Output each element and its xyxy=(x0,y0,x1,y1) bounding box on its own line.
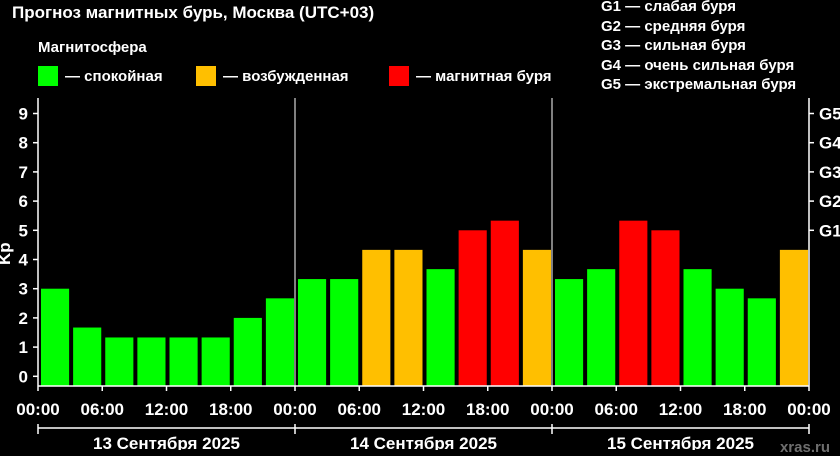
x-tick-label-7: 18:00 xyxy=(466,400,509,419)
legend-title: Магнитосфера xyxy=(38,39,147,56)
bar-9 xyxy=(330,279,359,386)
y-tick-label-2: 2 xyxy=(19,309,28,328)
x-tick-label-10: 12:00 xyxy=(659,400,702,419)
chart-title: Прогноз магнитных бурь, Москва (UTC+03) xyxy=(12,3,375,22)
right-tick-label-G5: G5 xyxy=(819,105,840,124)
y-tick-label-6: 6 xyxy=(19,192,28,211)
day-label-1: 14 Сентября 2025 xyxy=(350,434,497,450)
bar-0 xyxy=(41,288,70,386)
x-tick-label-3: 18:00 xyxy=(209,400,252,419)
storm-level-g5: G5 — экстремальная буря xyxy=(601,76,797,93)
bar-13 xyxy=(458,230,487,386)
day-label-0: 13 Сентября 2025 xyxy=(93,434,240,450)
legend-label-quiet: — спокойная xyxy=(65,67,163,85)
bar-10 xyxy=(362,249,391,386)
storm-level-g1: G1 — слабая буря xyxy=(601,0,737,15)
y-tick-label-5: 5 xyxy=(19,221,28,240)
storm-level-list: G1 — слабая буря G2 — средняя буря G3 — … xyxy=(601,0,796,95)
storm-level-g3: G3 — сильная буря xyxy=(601,37,746,54)
bar-20 xyxy=(683,269,712,386)
right-tick-label-G2: G2 xyxy=(819,192,840,211)
storm-level-g4: G4 — очень сильная буря xyxy=(601,56,795,74)
right-tick-label-G1: G1 xyxy=(819,221,840,240)
bar-23 xyxy=(779,249,808,386)
x-tick-label-12: 00:00 xyxy=(787,400,830,419)
x-tick-label-8: 00:00 xyxy=(530,400,573,419)
bar-1 xyxy=(73,327,102,386)
storm-level-g2: G2 — средняя буря xyxy=(601,17,746,35)
bar-15 xyxy=(522,249,551,386)
legend-swatch-quiet xyxy=(38,66,58,86)
y-tick-label-9: 9 xyxy=(19,105,28,124)
bar-14 xyxy=(490,220,519,386)
bar-7 xyxy=(265,298,294,386)
x-tick-label-6: 12:00 xyxy=(402,400,445,419)
bar-3 xyxy=(137,337,166,386)
legend-label-active: — возбужденная xyxy=(223,67,349,85)
right-tick-label-G4: G4 xyxy=(819,134,840,153)
bar-2 xyxy=(105,337,134,386)
x-tick-label-4: 00:00 xyxy=(273,400,316,419)
y-axis-label: Kp xyxy=(0,242,14,265)
watermark: xras.ru xyxy=(779,439,830,456)
x-tick-label-5: 06:00 xyxy=(338,400,381,419)
x-tick-label-0: 00:00 xyxy=(16,400,59,419)
bar-12 xyxy=(426,269,455,386)
x-tick-label-1: 06:00 xyxy=(81,400,124,419)
bar-18 xyxy=(619,220,648,386)
bar-6 xyxy=(233,317,262,386)
legend-item-quiet: — спокойная xyxy=(38,66,163,86)
x-tick-label-11: 18:00 xyxy=(723,400,766,419)
day-label-2: 15 Сентября 2025 xyxy=(607,434,754,450)
bar-17 xyxy=(587,269,616,386)
y-tick-label-3: 3 xyxy=(19,280,28,299)
y-tick-label-7: 7 xyxy=(19,163,28,182)
bar-5 xyxy=(201,337,230,386)
bar-16 xyxy=(555,279,584,386)
bar-4 xyxy=(169,337,198,386)
legend-label-storm: — магнитная буря xyxy=(416,67,552,85)
x-tick-label-2: 12:00 xyxy=(145,400,188,419)
legend-item-storm: — магнитная буря xyxy=(389,66,552,86)
bar-11 xyxy=(394,249,423,386)
y-tick-label-4: 4 xyxy=(19,251,29,270)
bar-21 xyxy=(715,288,744,386)
y-tick-label-0: 0 xyxy=(19,367,28,386)
legend-swatch-active xyxy=(196,66,216,86)
legend-swatch-storm xyxy=(389,66,409,86)
legend-item-active: — возбужденная xyxy=(196,66,349,86)
x-tick-label-9: 06:00 xyxy=(595,400,638,419)
bar-22 xyxy=(747,298,776,386)
bar-8 xyxy=(298,279,327,386)
bar-19 xyxy=(651,230,680,386)
right-tick-label-G3: G3 xyxy=(819,163,840,182)
y-tick-label-1: 1 xyxy=(19,338,28,357)
y-tick-label-8: 8 xyxy=(19,134,28,153)
